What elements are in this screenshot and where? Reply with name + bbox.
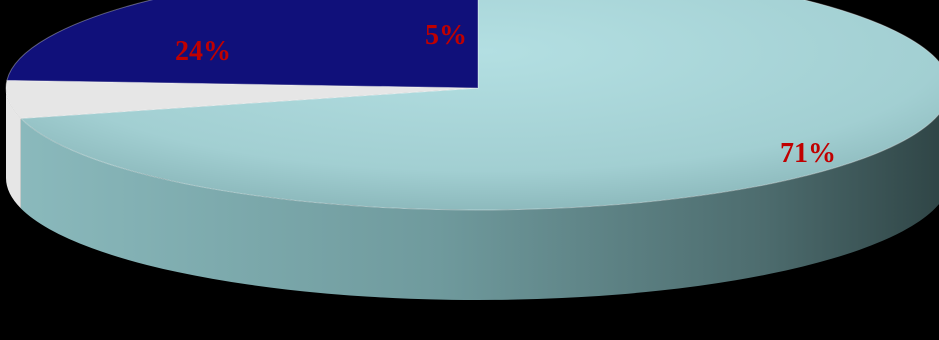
pie-slice-1 — [19, 0, 939, 211]
slice-label-2: 5% — [425, 20, 467, 51]
pie-side-2 — [6, 88, 21, 209]
pie-side-1 — [20, 114, 939, 300]
slice-label-3: 24% — [175, 36, 231, 67]
pie-slice-2 — [5, 79, 479, 119]
slice-label-1: 71% — [780, 138, 836, 169]
pie-slice-3 — [6, 0, 479, 89]
